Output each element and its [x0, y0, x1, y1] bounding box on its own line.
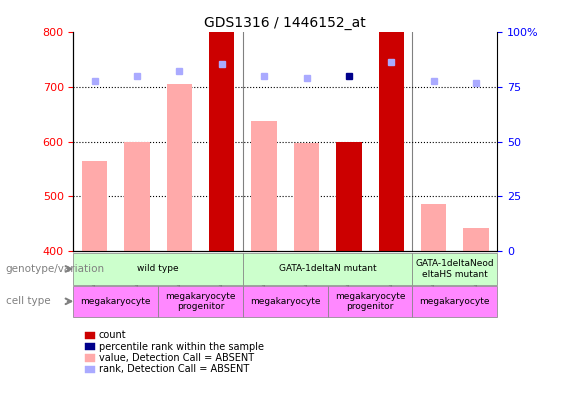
Text: wild type: wild type: [137, 264, 179, 273]
Text: count: count: [99, 330, 127, 340]
Text: GATA-1deltaN mutant: GATA-1deltaN mutant: [279, 264, 376, 273]
Text: megakaryocyte: megakaryocyte: [81, 297, 151, 306]
Text: megakaryocyte
progenitor: megakaryocyte progenitor: [335, 292, 405, 311]
Text: GATA-1deltaNeod
eltaHS mutant: GATA-1deltaNeod eltaHS mutant: [415, 259, 494, 279]
Bar: [379, 32, 404, 251]
Bar: [167, 84, 192, 251]
Bar: [209, 32, 234, 251]
Bar: [82, 161, 107, 251]
Text: percentile rank within the sample: percentile rank within the sample: [99, 342, 264, 352]
Bar: [421, 204, 446, 251]
Bar: [294, 143, 319, 251]
Title: GDS1316 / 1446152_at: GDS1316 / 1446152_at: [205, 16, 366, 30]
Text: megakaryocyte: megakaryocyte: [250, 297, 320, 306]
Bar: [251, 121, 277, 251]
Text: rank, Detection Call = ABSENT: rank, Detection Call = ABSENT: [99, 364, 249, 374]
Text: megakaryocyte: megakaryocyte: [420, 297, 490, 306]
Text: cell type: cell type: [6, 296, 50, 306]
Bar: [124, 142, 150, 251]
Bar: [336, 142, 362, 251]
Text: genotype/variation: genotype/variation: [6, 264, 105, 274]
Bar: [463, 228, 489, 251]
Text: value, Detection Call = ABSENT: value, Detection Call = ABSENT: [99, 353, 254, 363]
Text: megakaryocyte
progenitor: megakaryocyte progenitor: [166, 292, 236, 311]
